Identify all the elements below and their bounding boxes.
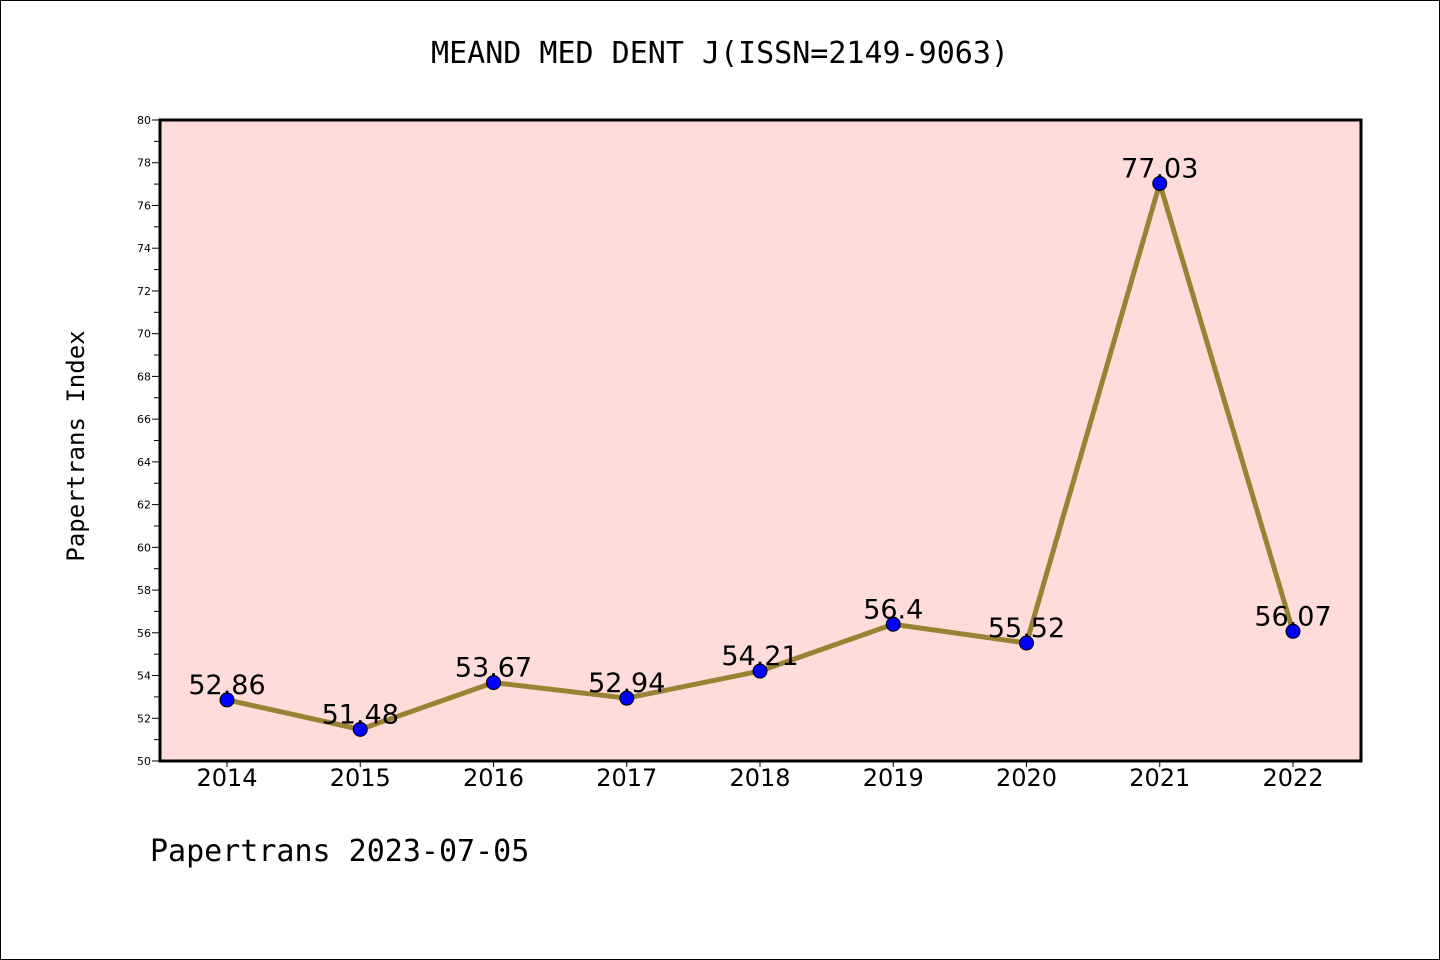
- x-tick-label: 2018: [729, 764, 790, 792]
- x-tick-label: 2014: [196, 764, 257, 792]
- data-point: [1152, 175, 1168, 191]
- data-label: 56.07: [1254, 601, 1331, 632]
- y-tick-label: 58: [137, 584, 151, 597]
- data-point: [486, 675, 501, 691]
- data-label: 77.03: [1121, 153, 1198, 184]
- data-label: 51.48: [322, 699, 399, 730]
- data-point: [619, 690, 635, 706]
- x-tick-label: 2016: [463, 764, 524, 792]
- y-tick-label: 76: [137, 199, 151, 212]
- footer-date: Papertrans 2023-07-05: [150, 834, 530, 869]
- data-label: 54.21: [721, 641, 798, 672]
- y-tick-label: 72: [137, 285, 151, 298]
- y-tick-label: 80: [137, 114, 151, 127]
- y-tick-label: 50: [137, 755, 151, 768]
- x-tick-label: 2020: [996, 764, 1057, 792]
- data-point: [1019, 635, 1034, 651]
- y-tick-label: 78: [137, 157, 151, 170]
- data-point: [219, 692, 235, 708]
- data-label: 52.86: [188, 670, 265, 701]
- x-tick-label: 2017: [596, 764, 657, 792]
- data-label: 53.67: [455, 653, 532, 684]
- plot-border: [158, 118, 1363, 763]
- data-point: [1285, 623, 1301, 639]
- y-tick-label: 60: [137, 541, 151, 554]
- data-point: [352, 721, 368, 737]
- data-point: [752, 663, 768, 679]
- x-tick-label: 2021: [1129, 764, 1190, 792]
- y-axis: 50 52 54 56 58 60 62 64 66 68 70 72 74 76 78 80: [137, 114, 160, 768]
- x-axis: 2014 2015 2016 2017 2018 2019 2020 2021 2022: [196, 761, 1324, 792]
- data-label: 52.94: [588, 668, 665, 699]
- plot-area: [160, 120, 1361, 761]
- y-tick-label: 54: [137, 670, 151, 683]
- data-labels: 52.86 51.48 53.67 52.94 54.21 56.4 55.52 77.03 5…: [188, 153, 1331, 730]
- y-tick-label: 56: [137, 627, 151, 640]
- y-tick-label: 66: [137, 413, 151, 426]
- data-point: [885, 616, 901, 632]
- x-tick-label: 2015: [330, 764, 391, 792]
- y-tick-label: 68: [137, 370, 151, 383]
- y-tick-label: 70: [137, 328, 151, 341]
- y-tick-label: 62: [137, 499, 151, 512]
- data-label: 56.4: [863, 594, 923, 625]
- y-tick-label: 64: [137, 456, 151, 469]
- data-label: 55.52: [988, 613, 1065, 644]
- x-tick-label: 2022: [1262, 764, 1323, 792]
- y-tick-label: 52: [137, 712, 151, 725]
- x-tick-label: 2019: [863, 764, 924, 792]
- y-tick-label: 74: [137, 242, 151, 255]
- series-points: [219, 175, 1301, 737]
- chart-title: MEAND MED DENT J(ISSN=2149-9063): [431, 36, 1009, 71]
